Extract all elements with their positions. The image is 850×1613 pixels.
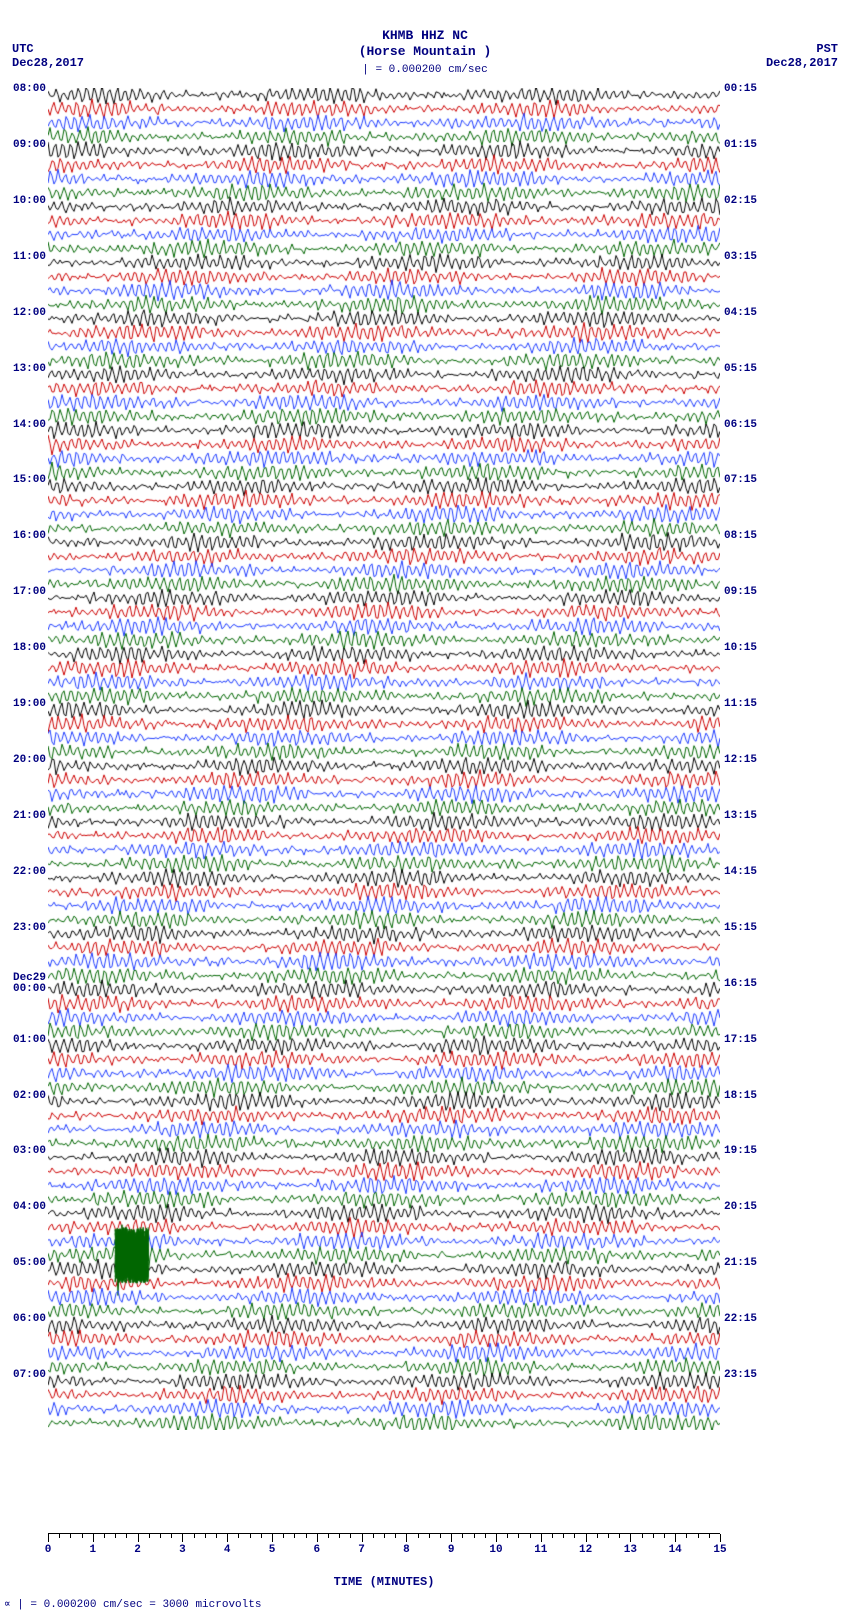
left-hour-label: 11:00 [0,252,46,263]
left-hour-label: 19:00 [0,699,46,710]
left-hour-label: 02:00 [0,1091,46,1102]
x-tick-label: 11 [534,1544,547,1556]
x-tick-label: 15 [713,1544,726,1556]
x-tick-label: 3 [179,1544,186,1556]
right-hour-label: 09:15 [722,587,784,598]
left-hour-label: 06:00 [0,1314,46,1325]
left-hour-label: 05:00 [0,1258,46,1269]
left-hour-label: 16:00 [0,531,46,542]
left-hour-label: 10:00 [0,196,46,207]
left-hour-label: 12:00 [0,308,46,319]
x-tick-label: 1 [89,1544,96,1556]
right-hour-label: 21:15 [722,1258,784,1269]
left-hour-label: 03:00 [0,1146,46,1157]
left-hour-label: 07:00 [0,1370,46,1381]
chart-title-line2: (Horse Mountain ) [0,44,850,59]
helicorder-container: KHMB HHZ NC (Horse Mountain ) | = 0.0002… [0,0,850,1613]
right-hour-label: 22:15 [722,1314,784,1325]
x-tick-label: 5 [269,1544,276,1556]
x-axis: 0123456789101112131415 [48,1533,720,1573]
x-tick-label: 9 [448,1544,455,1556]
right-time-axis: 00:1501:1502:1503:1504:1505:1506:1507:15… [722,88,782,1430]
right-hour-label: 03:15 [722,252,784,263]
right-hour-label: 12:15 [722,755,784,766]
left-hour-label: 04:00 [0,1202,46,1213]
left-hour-label: 13:00 [0,364,46,375]
x-tick-label: 12 [579,1544,592,1556]
x-ticks: 0123456789101112131415 [48,1533,720,1546]
left-hour-label: 09:00 [0,140,46,151]
left-hour-label: 08:00 [0,84,46,95]
x-tick-label: 7 [358,1544,365,1556]
right-hour-label: 15:15 [722,923,784,934]
right-hour-label: 02:15 [722,196,784,207]
timezone-right-label: PST Dec28,2017 [766,42,838,70]
timezone-left-label: UTC Dec28,2017 [12,42,84,70]
left-hour-label: Dec29 00:00 [0,973,46,995]
right-hour-label: 18:15 [722,1091,784,1102]
footer-scale-text: ∝ | = 0.000200 cm/sec = 3000 microvolts [4,1597,261,1611]
left-hour-label: 14:00 [0,420,46,431]
right-hour-label: 11:15 [722,699,784,710]
scale-indicator: | = 0.000200 cm/sec [0,64,850,76]
left-hour-label: 21:00 [0,811,46,822]
x-tick-label: 13 [624,1544,637,1556]
chart-title-line1: KHMB HHZ NC [0,28,850,43]
left-hour-label: 01:00 [0,1035,46,1046]
right-hour-label: 10:15 [722,643,784,654]
x-tick-label: 0 [45,1544,52,1556]
right-hour-label: 20:15 [722,1202,784,1213]
left-hour-label: 22:00 [0,867,46,878]
right-hour-label: 04:15 [722,308,784,319]
x-tick-label: 2 [134,1544,141,1556]
left-hour-label: 17:00 [0,587,46,598]
right-hour-label: 07:15 [722,475,784,486]
left-hour-label: 15:00 [0,475,46,486]
x-tick-label: 10 [489,1544,502,1556]
left-hour-label: 23:00 [0,923,46,934]
left-hour-label: 18:00 [0,643,46,654]
right-hour-label: 16:15 [722,979,784,990]
left-time-axis: 08:0009:0010:0011:0012:0013:0014:0015:00… [0,88,46,1430]
right-hour-label: 23:15 [722,1370,784,1381]
x-axis-title: TIME (MINUTES) [48,1575,720,1589]
left-hour-label: 20:00 [0,755,46,766]
x-tick-label: 14 [669,1544,682,1556]
right-hour-label: 01:15 [722,140,784,151]
right-hour-label: 08:15 [722,531,784,542]
right-hour-label: 13:15 [722,811,784,822]
right-hour-label: 06:15 [722,420,784,431]
x-tick-label: 8 [403,1544,410,1556]
x-tick-label: 4 [224,1544,231,1556]
right-hour-label: 05:15 [722,364,784,375]
right-hour-label: 14:15 [722,867,784,878]
right-hour-label: 17:15 [722,1035,784,1046]
right-hour-label: 19:15 [722,1146,784,1157]
right-hour-label: 00:15 [722,84,784,95]
seismogram-canvas [48,88,720,1430]
waveform-plot-area [48,88,720,1430]
x-tick-label: 6 [313,1544,320,1556]
